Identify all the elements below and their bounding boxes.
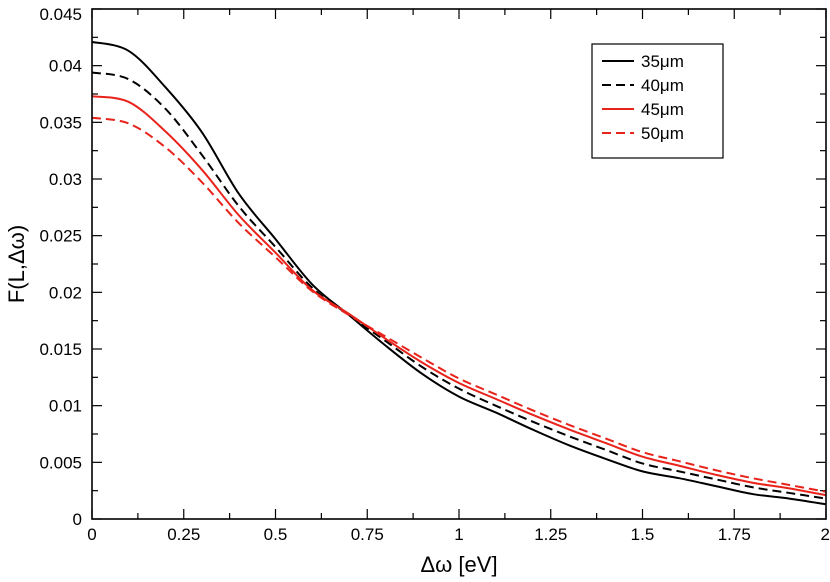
x-tick-label: 1.75 <box>718 525 751 544</box>
y-tick-labels: 0 0.005 0.01 0.015 0.02 0.025 0.03 0.035 0.04 0.0… <box>39 5 82 529</box>
y-axis-title: F(L,Δω) <box>4 225 29 303</box>
legend-box <box>591 43 724 159</box>
series-line-1 <box>91 40 827 506</box>
legend-label: 50μm <box>641 124 684 143</box>
y-tick-label: 0.015 <box>39 340 82 359</box>
y-tick-label: 0.045 <box>39 5 82 24</box>
legend: 35μm 40μm 45μm 50μm <box>591 43 724 159</box>
x-tick-label: 1 <box>454 525 463 544</box>
legend-label: 40μm <box>641 76 684 95</box>
x-tick-labels: 0 0.25 0.5 0.75 1 1.25 1.5 1.75 2 <box>87 525 830 544</box>
y-tick-label: 0.005 <box>39 453 82 472</box>
x-tick-label: 2 <box>821 525 830 544</box>
y-tick-label: 0.02 <box>49 283 82 302</box>
x-tick-label: 1.5 <box>631 525 655 544</box>
y-tick-label: 0.025 <box>39 227 82 246</box>
y-tick-label: 0.03 <box>49 170 82 189</box>
axis-ticks <box>91 8 827 520</box>
x-tick-label: 0.75 <box>351 525 384 544</box>
x-tick-label: 0 <box>87 525 96 544</box>
y-tick-label: 0.01 <box>49 397 82 416</box>
x-tick-label: 0.25 <box>167 525 200 544</box>
series-line-2 <box>91 71 827 500</box>
x-tick-label: 0.5 <box>264 525 288 544</box>
y-tick-label: 0 <box>73 510 82 529</box>
plot-frame <box>91 8 827 520</box>
series-line-4 <box>91 116 827 493</box>
y-tick-label: 0.035 <box>39 113 82 132</box>
legend-label: 45μm <box>641 100 684 119</box>
series-line-3 <box>91 95 827 497</box>
legend-label: 35μm <box>641 52 684 71</box>
x-axis-title: Δω [eV] <box>420 552 497 577</box>
x-tick-label: 1.25 <box>534 525 567 544</box>
legend-entries: 35μm 40μm 45μm 50μm <box>602 52 684 143</box>
y-tick-label: 0.04 <box>49 57 82 76</box>
plot-series <box>91 40 827 506</box>
